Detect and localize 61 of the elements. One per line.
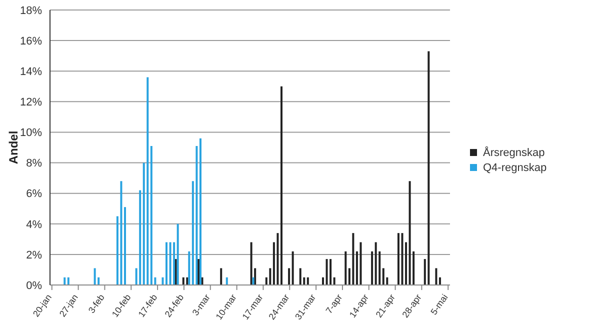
bar bbox=[64, 277, 66, 285]
bar bbox=[67, 277, 70, 285]
bar bbox=[252, 277, 254, 285]
bar bbox=[169, 242, 172, 285]
y-tick-label: 0% bbox=[26, 280, 42, 292]
bar bbox=[150, 146, 152, 285]
bar bbox=[360, 242, 362, 285]
legend-label: Q4-regnskap bbox=[483, 162, 547, 174]
bar bbox=[196, 146, 198, 285]
bar bbox=[120, 181, 122, 285]
bar bbox=[428, 51, 430, 285]
bar bbox=[306, 277, 309, 285]
bar bbox=[173, 242, 176, 285]
bar bbox=[333, 277, 336, 285]
bar bbox=[438, 277, 441, 285]
bar bbox=[299, 268, 302, 285]
bar bbox=[330, 259, 332, 285]
bar bbox=[124, 207, 126, 285]
y-tick-label: 18% bbox=[20, 4, 42, 17]
bar bbox=[401, 233, 404, 285]
bar bbox=[382, 268, 384, 285]
bar bbox=[397, 233, 400, 285]
bar bbox=[292, 251, 294, 285]
bar bbox=[326, 259, 328, 285]
legend-label: Årsregnskap bbox=[483, 146, 545, 158]
bar bbox=[322, 277, 324, 285]
bar bbox=[408, 181, 411, 285]
y-tick-label: 12% bbox=[20, 96, 42, 109]
bar bbox=[280, 86, 282, 285]
bar bbox=[435, 268, 438, 285]
bar bbox=[374, 242, 377, 285]
bar bbox=[146, 77, 149, 285]
bar bbox=[226, 277, 228, 285]
bar bbox=[352, 233, 354, 285]
bar bbox=[186, 277, 188, 285]
bar bbox=[276, 233, 279, 285]
bar bbox=[174, 259, 177, 285]
y-tick-label: 8% bbox=[26, 158, 42, 170]
y-tick-label: 16% bbox=[20, 35, 42, 48]
bar bbox=[199, 138, 202, 285]
y-tick-label: 4% bbox=[26, 218, 42, 231]
bar bbox=[166, 242, 168, 285]
y-tick-label: 2% bbox=[26, 249, 42, 262]
bar bbox=[250, 242, 252, 285]
bar bbox=[344, 251, 347, 285]
y-tick-label: 14% bbox=[20, 66, 42, 78]
bar bbox=[176, 224, 179, 285]
y-axis-title: Andel bbox=[6, 130, 20, 164]
bar bbox=[94, 268, 96, 285]
bar bbox=[182, 277, 184, 285]
bar bbox=[371, 251, 374, 285]
bar bbox=[162, 277, 164, 285]
bar bbox=[220, 268, 222, 285]
bar bbox=[139, 190, 142, 285]
bar bbox=[269, 268, 272, 285]
bar bbox=[197, 259, 200, 285]
y-tick-label: 6% bbox=[26, 188, 42, 200]
y-tick-label: 10% bbox=[20, 127, 42, 140]
bar bbox=[405, 242, 408, 285]
bar bbox=[288, 268, 290, 285]
bar bbox=[188, 251, 190, 285]
